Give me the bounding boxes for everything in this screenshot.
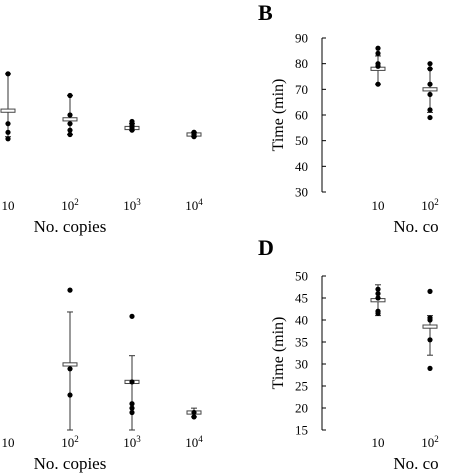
panel-a-data-point bbox=[191, 134, 197, 140]
panel-b-data-point bbox=[427, 61, 433, 67]
panel-d-x-axis-label: No. co bbox=[393, 454, 438, 473]
panel-d-x-tick-label: 102 bbox=[421, 434, 439, 450]
panel-d-data-point bbox=[427, 337, 433, 343]
panel-a-data-point bbox=[67, 131, 73, 138]
panel-a-x-axis-label: No. copies bbox=[34, 217, 107, 236]
panel-c-x-tick-label: 103 bbox=[123, 434, 141, 450]
panel-c-data-point bbox=[129, 401, 135, 407]
panel-b-y-tick-label: 30 bbox=[295, 185, 308, 200]
panel-b-y-tick-label: 70 bbox=[295, 82, 308, 97]
panel-d-x-tick-label: 10 bbox=[372, 435, 385, 450]
panel-c-data-point bbox=[67, 287, 73, 293]
panel-c-x-axis-label: No. copies bbox=[34, 454, 107, 473]
panel-b-x-axis-label: No. co bbox=[393, 217, 438, 236]
panel-a-data-point bbox=[67, 92, 73, 99]
panel-c-x-tick-label: 104 bbox=[185, 434, 203, 450]
panel-a-x-tick-label: 10 bbox=[2, 198, 15, 213]
panel-b-data-point bbox=[427, 91, 433, 98]
panel-d-y-tick-label: 35 bbox=[295, 335, 308, 350]
panel-a-data-point bbox=[67, 112, 73, 118]
panel-d-data-point bbox=[427, 365, 433, 371]
panel-b-data-point bbox=[375, 45, 381, 51]
panel-b-y-axis-label: Time (min) bbox=[270, 79, 287, 152]
panel-c-data-point bbox=[129, 379, 135, 385]
panel-b-x-tick-label: 10 bbox=[372, 198, 385, 213]
panel-c-data-point bbox=[129, 409, 135, 416]
panel-a-data-point bbox=[5, 136, 11, 142]
panel-b-data-point bbox=[375, 81, 381, 87]
panel-a-data-point bbox=[129, 127, 135, 133]
panel-b-y-tick-label: 40 bbox=[295, 159, 308, 174]
panel-b-data-point bbox=[375, 50, 381, 57]
panel-b-y-tick-label: 60 bbox=[295, 108, 308, 123]
panel-d-data-point bbox=[375, 291, 381, 297]
panel-d-data-point bbox=[427, 317, 433, 323]
panel-b-data-point bbox=[427, 81, 433, 87]
panel-d-mean-marker bbox=[422, 324, 438, 329]
panel-b-y-tick-label: 90 bbox=[295, 31, 308, 46]
panel-a-mean-marker bbox=[0, 108, 16, 113]
panel-c-data-point bbox=[129, 405, 135, 411]
panel-d-data-point bbox=[375, 286, 381, 292]
panel-a-data-point bbox=[67, 121, 73, 127]
panel-a-data-point bbox=[5, 129, 11, 135]
panel-a-x-tick-label: 104 bbox=[185, 197, 203, 213]
panel-d-y-tick-label: 40 bbox=[295, 313, 308, 328]
panel-c-x-tick-label: 102 bbox=[61, 434, 79, 450]
panel-a-data-point bbox=[5, 71, 11, 77]
panel-a-x-tick-label: 102 bbox=[61, 197, 79, 213]
panel-b-y-tick-label: 50 bbox=[295, 133, 308, 148]
panel-c-data-point bbox=[191, 414, 197, 420]
panel-b-data-point bbox=[427, 114, 433, 121]
panel-d-y-tick-label: 30 bbox=[295, 357, 308, 372]
panel-b-data-point bbox=[375, 63, 381, 69]
panel-d-letter: D bbox=[258, 235, 274, 260]
panel-a-x-tick-label: 103 bbox=[123, 197, 141, 213]
panel-b-letter: B bbox=[258, 0, 273, 25]
panel-d-y-axis-label: Time (min) bbox=[270, 317, 287, 390]
panel-d-y-tick-label: 25 bbox=[295, 379, 308, 394]
panel-d-y-tick-label: 20 bbox=[295, 401, 308, 416]
panel-b-data-point bbox=[427, 66, 433, 72]
panel-c-data-point bbox=[67, 366, 73, 372]
panel-d-y-tick-label: 15 bbox=[295, 423, 308, 438]
panel-b-x-tick-label: 102 bbox=[421, 197, 439, 213]
panel-d-data-point bbox=[427, 288, 433, 294]
panel-a-data-point bbox=[67, 127, 73, 133]
panel-b-y-tick-label: 80 bbox=[295, 56, 308, 71]
panel-d-data-point bbox=[375, 295, 381, 301]
panel-d-y-tick-label: 50 bbox=[295, 269, 308, 284]
panel-c-data-point bbox=[191, 409, 197, 416]
panel-b-mean-marker bbox=[422, 87, 438, 92]
panel-c-mean-marker bbox=[62, 362, 78, 367]
panel-a-mean-marker bbox=[62, 117, 78, 122]
panel-c-data-point bbox=[67, 392, 73, 398]
panel-d-y-tick-label: 45 bbox=[295, 291, 308, 306]
panel-b-data-point bbox=[427, 107, 433, 113]
panel-c-x-tick-label: 10 bbox=[2, 435, 15, 450]
panel-a-data-point bbox=[5, 121, 11, 127]
panel-d-data-point bbox=[375, 310, 381, 316]
panel-c-data-point bbox=[129, 313, 135, 319]
